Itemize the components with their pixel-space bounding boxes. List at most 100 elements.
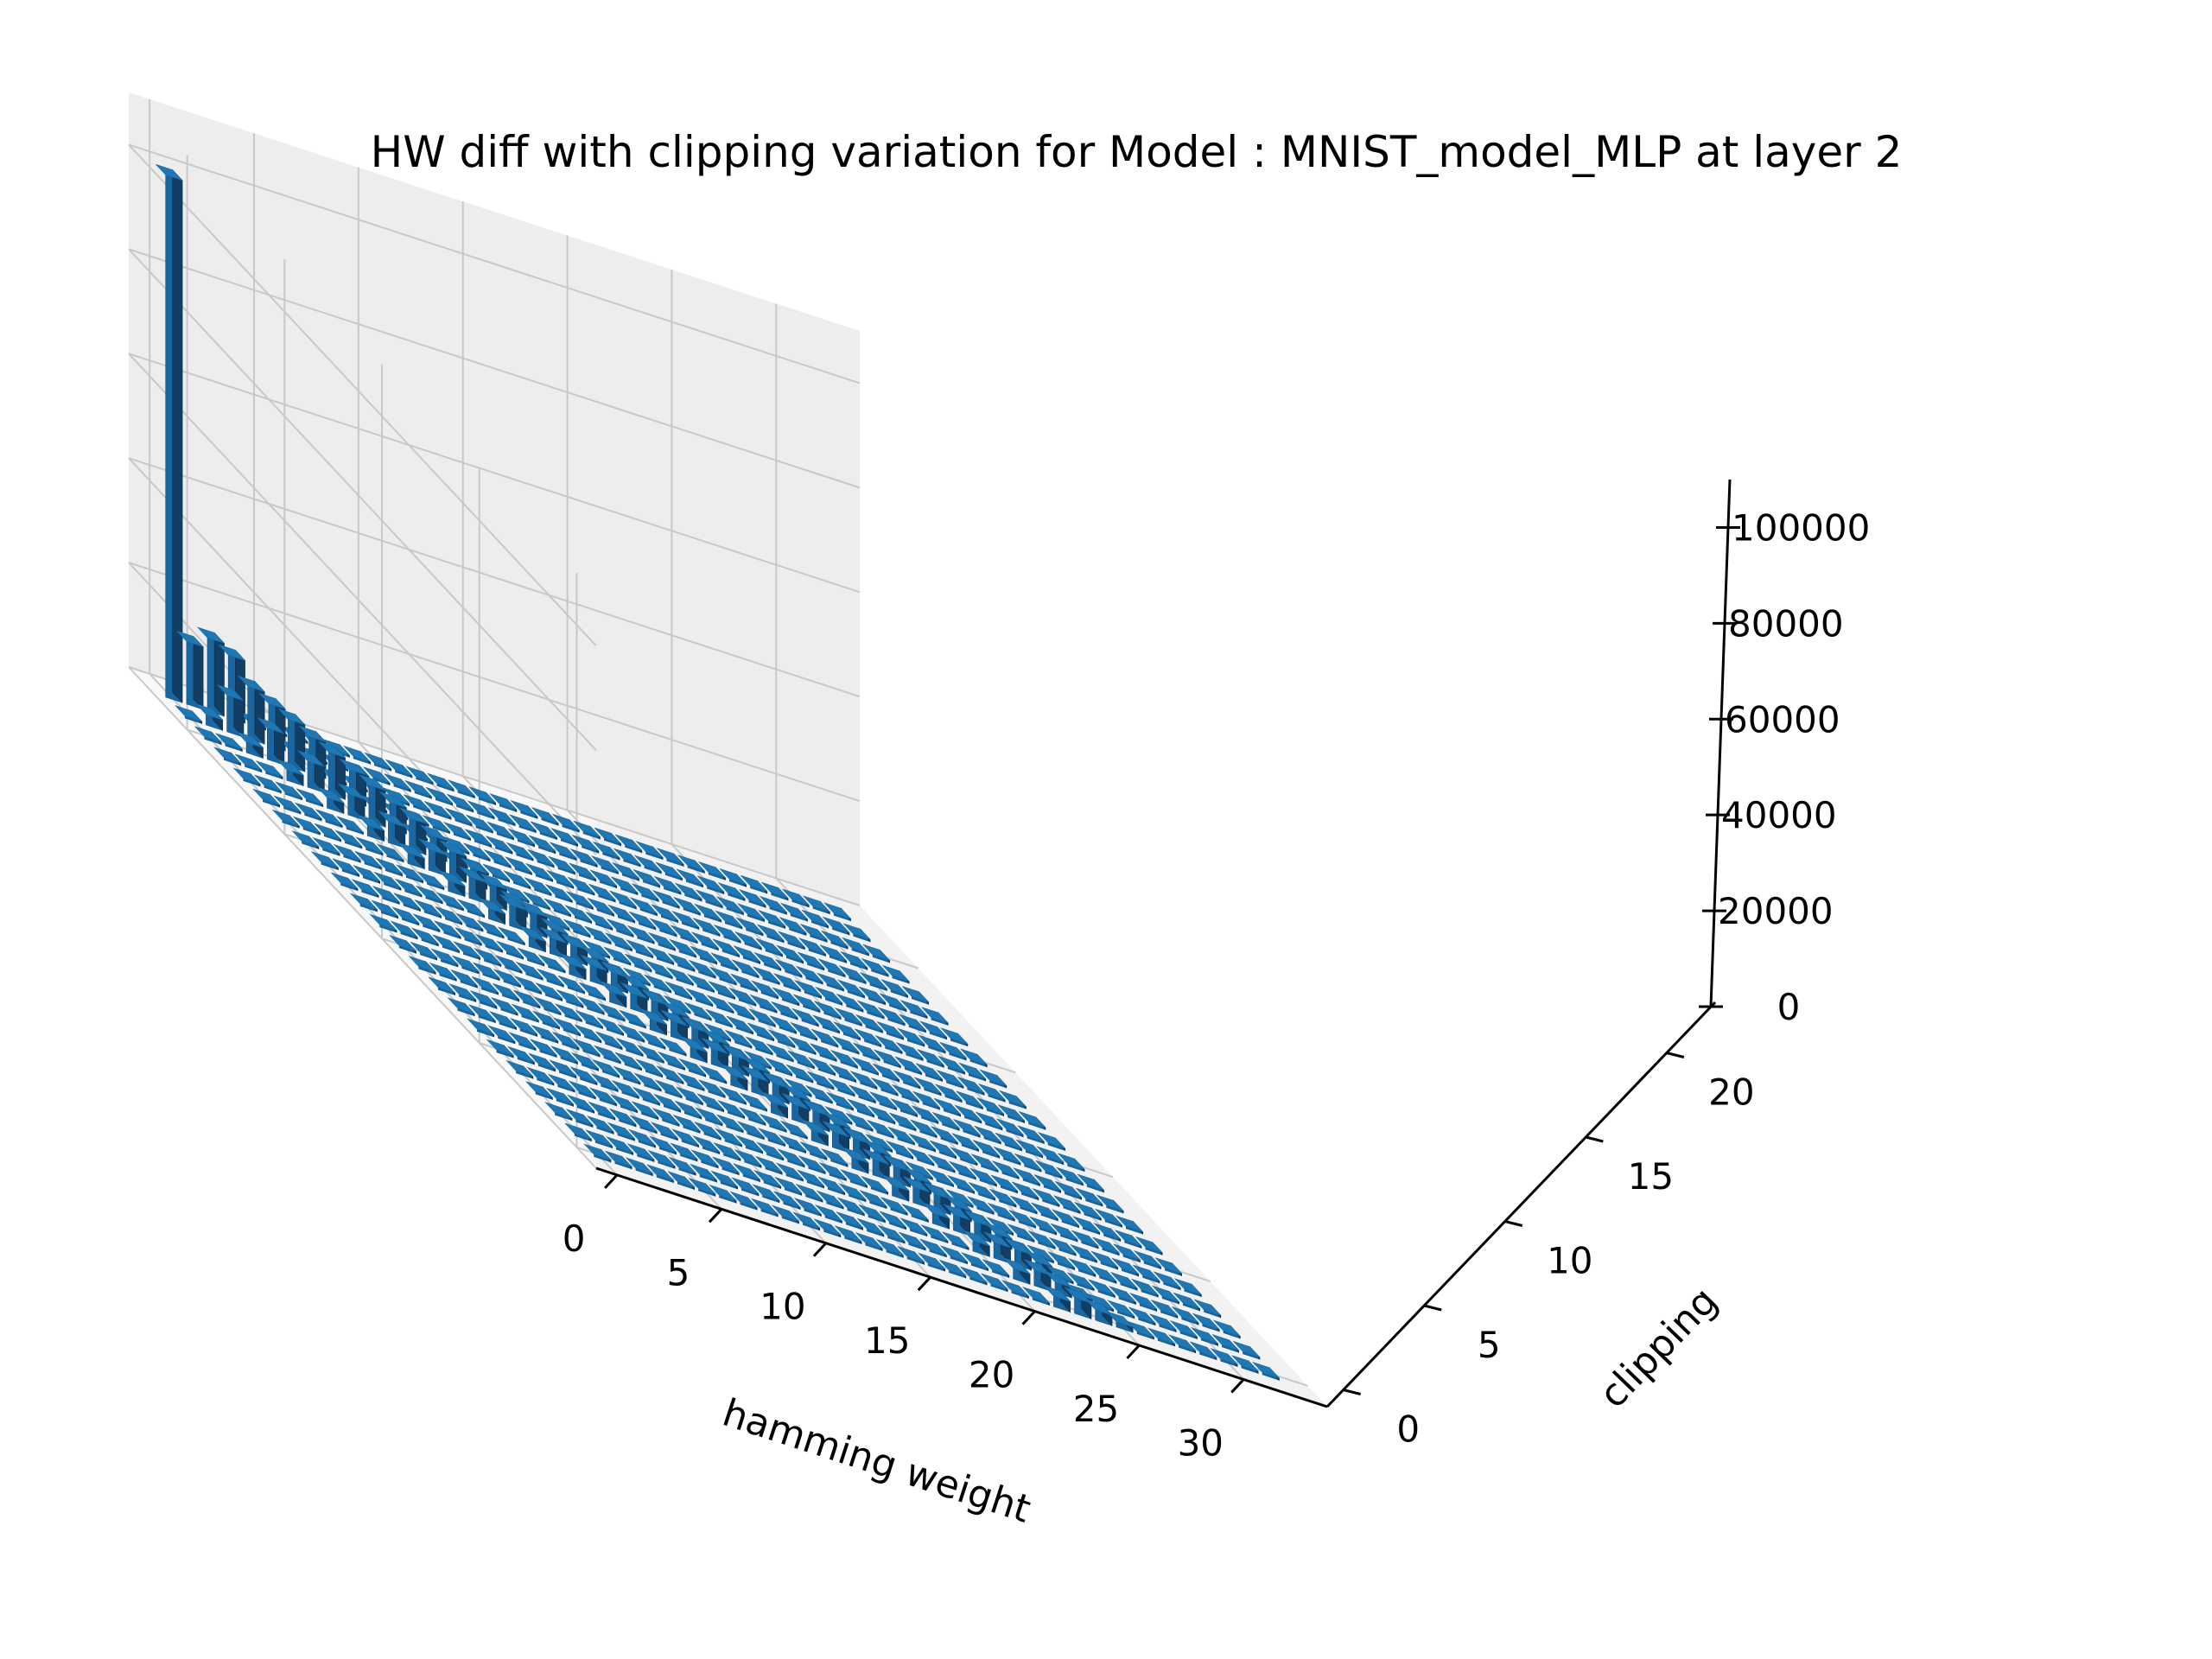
bar (607, 918, 634, 938)
bar-top-face (384, 773, 411, 791)
bar (819, 944, 847, 964)
bar-top-face (688, 1178, 716, 1195)
bar (1115, 1215, 1144, 1235)
bar-top-face (940, 1027, 969, 1045)
y-tick-label: 15 (1628, 1155, 1674, 1198)
bar (1169, 1319, 1198, 1340)
bar-top-face (713, 1141, 741, 1160)
bar-top-face (677, 1058, 707, 1076)
bar-top-face (255, 760, 284, 778)
bar-top-face (438, 869, 466, 887)
bar-top-face (1070, 1244, 1097, 1261)
bar-top-face (337, 783, 366, 800)
bar-top-face (580, 954, 607, 971)
bar-top-face (710, 952, 739, 970)
bar-top-face (351, 879, 380, 896)
bar (907, 1147, 935, 1166)
bar (1077, 1173, 1104, 1193)
bar (1071, 1216, 1101, 1236)
bar (614, 1052, 642, 1071)
bar-top-face (757, 1128, 786, 1145)
bar (713, 924, 742, 944)
bar (668, 1156, 697, 1176)
bar-top-face (632, 869, 660, 887)
bar (954, 1104, 982, 1124)
bar-top-face (907, 1147, 935, 1165)
bar-top-face (778, 931, 805, 948)
bar-top-face (454, 927, 482, 944)
bar (927, 1154, 957, 1173)
bar (215, 733, 243, 753)
bar (487, 807, 517, 827)
bar (867, 1120, 894, 1139)
bar-top-face (432, 934, 460, 951)
y-tick (1585, 1135, 1604, 1143)
bar-top-face (1043, 1285, 1071, 1302)
bar-top-face (995, 1132, 1022, 1149)
bar (951, 1133, 979, 1153)
bar-top-face (495, 940, 524, 958)
bar-top-face (934, 1084, 963, 1101)
bar-top-face (609, 1108, 637, 1125)
bar (696, 1093, 724, 1113)
bar (1036, 1146, 1065, 1166)
bar-top-face (1168, 1334, 1197, 1351)
bar (257, 717, 284, 766)
bar-top-face (832, 1035, 860, 1052)
bar (706, 995, 735, 1014)
bar (583, 1143, 612, 1163)
bar-top-face (614, 834, 643, 851)
bar-top-face (474, 933, 504, 951)
bar-top-face (674, 1100, 702, 1117)
bar-top-face (802, 1099, 831, 1117)
bar (1153, 1271, 1182, 1291)
bar-top-face (423, 800, 453, 818)
bar (557, 975, 585, 995)
bar (522, 891, 551, 911)
bar (396, 864, 424, 884)
x-tick (812, 1242, 827, 1257)
bar-top-face (556, 989, 584, 1007)
bar (1076, 1187, 1103, 1207)
bar-top-face (778, 1148, 805, 1166)
bar-top-face (1007, 1224, 1035, 1241)
bar (710, 952, 739, 972)
bar (531, 807, 559, 826)
bar-top-face (858, 1204, 886, 1221)
bar (635, 841, 664, 861)
bar (573, 1039, 601, 1058)
bar (508, 1032, 537, 1052)
bar-top-face (901, 986, 929, 1003)
bar-top-face (1019, 1111, 1046, 1128)
bar (1111, 1257, 1140, 1277)
bar (1128, 1306, 1156, 1326)
bar (810, 1028, 839, 1048)
bar-top-face (855, 1231, 884, 1249)
bar-top-face (712, 938, 740, 956)
bar-top-face (552, 1017, 582, 1035)
bar (852, 1042, 881, 1062)
bar (715, 896, 745, 916)
bar-top-face (759, 895, 788, 913)
bar (632, 1086, 661, 1107)
bar-top-face (524, 862, 554, 880)
bar-top-face (1021, 1287, 1051, 1304)
bar-top-face (664, 981, 693, 999)
bar-top-face (824, 1105, 853, 1123)
bar-top-face (810, 1043, 837, 1060)
bar (353, 865, 381, 885)
bar (979, 1069, 1007, 1089)
bar (912, 1090, 941, 1110)
bar-top-face (697, 861, 727, 879)
bar (552, 1017, 582, 1037)
bar (456, 913, 484, 932)
bar (716, 1114, 744, 1134)
bar (699, 1065, 728, 1084)
bar-top-face (468, 786, 496, 804)
bar (731, 1177, 760, 1197)
bar-top-face (1051, 1209, 1080, 1226)
bar (690, 1149, 720, 1169)
bar (771, 1205, 800, 1224)
bar (692, 1135, 721, 1155)
bar (778, 1148, 805, 1168)
